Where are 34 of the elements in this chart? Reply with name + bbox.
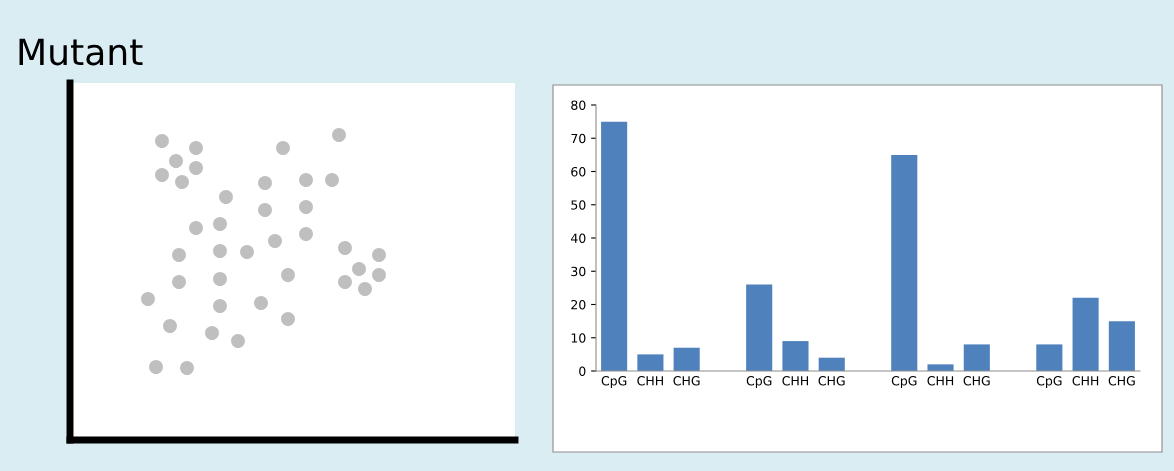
bar — [782, 341, 809, 371]
bar — [1072, 297, 1099, 371]
y-tick-label: 10 — [571, 333, 586, 343]
x-tick-label: CHG — [963, 376, 990, 386]
bar — [673, 347, 700, 371]
x-tick-label: CHG — [818, 376, 845, 386]
x-tick-label: CHH — [782, 376, 808, 386]
y-tick-label: 30 — [571, 266, 586, 277]
y-tick-label: 40 — [570, 233, 586, 243]
bar — [927, 364, 954, 371]
x-tick-label: CpG — [601, 376, 627, 388]
x-tick-label: CHG — [673, 376, 700, 386]
y-tick-label: 0 — [579, 366, 586, 376]
x-tick-label: CpG — [1036, 376, 1062, 388]
y-tick-label: 50 — [571, 200, 586, 210]
y-tick-label: 60 — [571, 166, 586, 177]
x-tick-label: CpG — [746, 376, 772, 388]
bar — [1036, 344, 1063, 371]
text: Mutant — [19, 38, 143, 66]
bar — [963, 344, 990, 371]
bar — [637, 354, 664, 371]
x-tick-label: CHH — [927, 376, 954, 386]
bar — [746, 284, 773, 371]
bar — [601, 121, 628, 371]
x-tick-label: CHH — [637, 376, 663, 386]
bar — [1108, 321, 1135, 371]
x-tick-label: CpG — [891, 376, 917, 388]
bar — [818, 357, 845, 371]
y-tick-label: 80 — [571, 100, 586, 110]
x-tick-label: CHH — [1072, 376, 1099, 386]
x-tick-label: CHG — [1108, 376, 1135, 386]
y-tick-label: 70 — [571, 133, 586, 144]
y-tick-label: 20 — [571, 299, 586, 310]
bar — [891, 154, 918, 371]
